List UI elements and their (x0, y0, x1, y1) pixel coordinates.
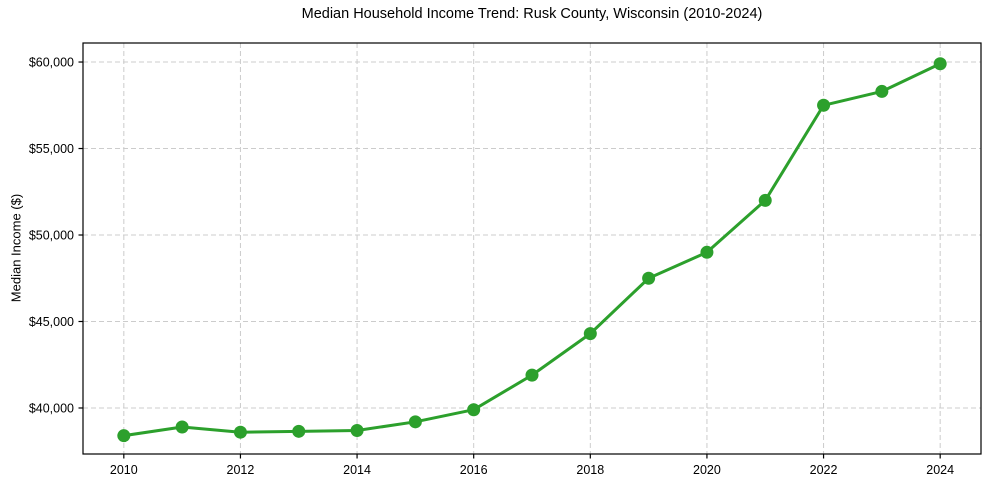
data-point-marker (467, 403, 481, 417)
x-tick-label: 2022 (810, 463, 838, 477)
data-point-marker (758, 193, 772, 207)
data-point-marker (933, 57, 947, 71)
y-tick-label: $45,000 (29, 315, 74, 329)
x-tick-label: 2010 (110, 463, 138, 477)
x-tick-label: 2016 (460, 463, 488, 477)
data-point-marker (175, 420, 189, 434)
data-point-marker (817, 98, 831, 112)
y-tick-label: $60,000 (29, 56, 74, 70)
y-tick-label: $50,000 (29, 229, 74, 243)
chart-title: Median Household Income Trend: Rusk Coun… (301, 6, 763, 22)
x-tick-label: 2014 (343, 463, 371, 477)
x-tick-label: 2012 (227, 463, 255, 477)
y-tick-label: $40,000 (29, 401, 74, 415)
data-point-marker (117, 429, 131, 443)
data-point-marker (233, 425, 247, 439)
data-point-marker (700, 245, 714, 259)
data-point-marker (583, 327, 597, 341)
data-point-marker (875, 84, 889, 98)
data-point-marker (525, 368, 539, 382)
y-tick-label: $55,000 (29, 142, 74, 156)
plot-border (82, 42, 982, 455)
x-tick-label: 2018 (576, 463, 604, 477)
x-tick-label: 2024 (926, 463, 954, 477)
data-point-marker (292, 424, 306, 438)
data-point-marker (408, 415, 422, 429)
data-point-marker (642, 271, 656, 285)
data-point-marker (350, 423, 364, 437)
x-tick-label: 2020 (693, 463, 721, 477)
